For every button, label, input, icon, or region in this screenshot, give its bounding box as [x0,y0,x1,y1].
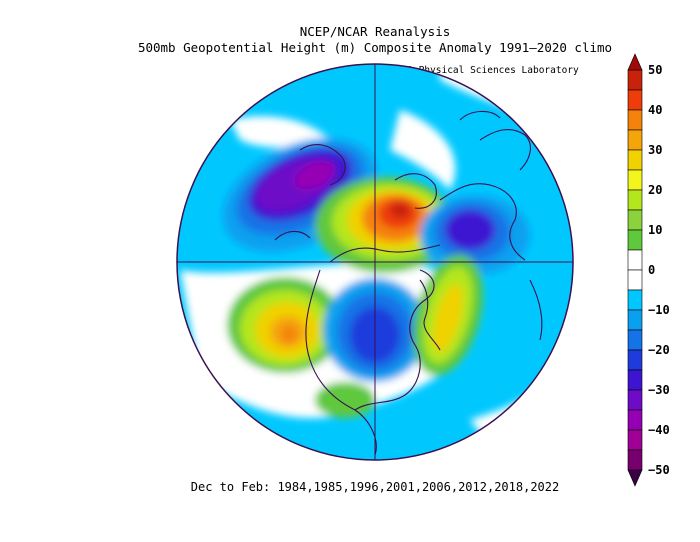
chart-title: NCEP/NCAR Reanalysis [299,24,451,39]
colorbar-swatch [627,89,643,111]
colorbar-swatch [627,289,643,311]
colorbar-tick-label: −40 [648,423,670,437]
colorbar-swatch [627,409,643,431]
colorbar-tick-label: −10 [648,303,670,317]
colorbar-tick-label: 0 [648,263,655,277]
colorbar-swatch [627,329,643,351]
composite-years-caption: Dec to Feb: 1984,1985,1996,2001,2006,201… [190,480,560,494]
colorbar-swatch [627,429,643,451]
coastlines [274,110,543,456]
colorbar-swatch [627,109,643,131]
colorbar-swatch [627,249,643,271]
credit-label: NOAA Physical Sciences Laboratory [390,65,579,76]
colorbar-swatch [627,349,643,371]
colorbar-swatch [627,69,643,91]
colorbar-tick-label: 20 [648,183,662,197]
colorbar-tick-label: −20 [648,343,670,357]
colorbar-swatch [627,229,643,251]
colorbar-tick-label: 10 [648,223,662,237]
colorbar-swatch [627,369,643,391]
colorbar-swatch [627,449,643,471]
colorbar-tick-label: 30 [648,143,662,157]
colorbar-swatch [627,389,643,411]
colorbar-swatch [627,309,643,331]
colorbar-swatch [627,189,643,211]
colorbar-swatch [627,209,643,231]
colorbar-swatch [627,129,643,151]
colorbar-tick-label: −50 [648,463,670,477]
chart-subtitle: 500mb Geopotential Height (m) Composite … [137,40,613,55]
colorbar-under-arrow [627,469,643,487]
colorbar-tick-label: 50 [648,63,662,77]
colorbar-tick-label: 40 [648,103,662,117]
colorbar-swatch [627,169,643,191]
colorbar-over-arrow [627,53,643,71]
colorbar-tick-label: −30 [648,383,670,397]
map-border [176,63,574,461]
colorbar: 50 40 30 20 10 0 −10 −20 −30 −40 −50 [627,53,670,487]
colorbar-swatch [627,269,643,291]
anomaly-field [177,64,573,460]
colorbar-swatch [627,149,643,171]
